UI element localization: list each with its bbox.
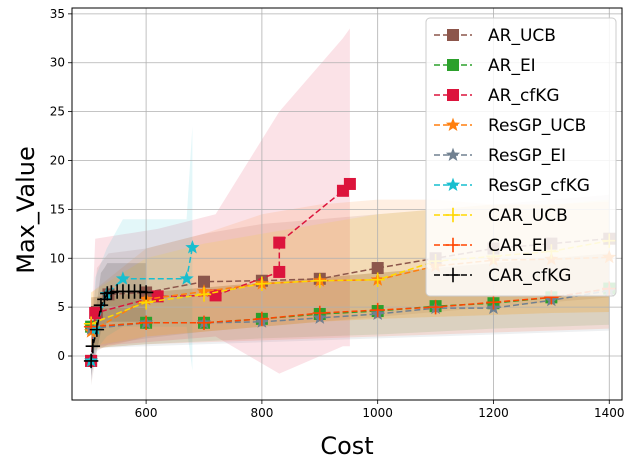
legend-item-ar-ei: AR_EI — [434, 56, 536, 76]
legend-label-car-ucb: CAR_UCB — [488, 206, 568, 226]
point-ar-cfkg-1 — [89, 306, 102, 319]
plot-frame — [71, 7, 623, 401]
legend-item-car-ei: CAR_EI — [434, 236, 548, 256]
legend-marker-resgp-ei — [445, 147, 461, 161]
point-ar-cfkg-4 — [273, 265, 286, 278]
line-ar-cfkg — [90, 183, 351, 361]
legend-marker-ar-ei — [447, 59, 459, 71]
legend-label-car-ei: CAR_EI — [488, 236, 548, 256]
legend-marker-ar-cfkg — [447, 89, 459, 101]
legend: AR_UCB AR_EI AR_cfKG ResGP_UCB ResGP_EI ResGP… — [425, 17, 617, 297]
y-tick-label-25: 25 — [50, 105, 65, 119]
point-ar-cfkg-2 — [151, 290, 164, 303]
point-ar-cfkg-7 — [343, 177, 356, 190]
point-car-cfkg-6 — [104, 285, 119, 300]
legend-marker-resgp-ucb — [445, 117, 461, 131]
legend-item-resgp-ei: ResGP_EI — [434, 146, 566, 166]
legend-label-resgp-ei: ResGP_EI — [488, 146, 566, 166]
y-tick-label-30: 30 — [50, 56, 65, 70]
y-axis-title: Max_Value — [12, 146, 40, 274]
legend-marker-car-cfkg — [445, 267, 461, 283]
x-tick-label-1000: 1000 — [362, 406, 393, 420]
point-car-cfkg-3 — [93, 297, 109, 313]
point-car-cfkg-0 — [83, 353, 99, 369]
point-car-ei-3 — [254, 311, 270, 327]
y-tick-label-35: 35 — [50, 7, 65, 21]
legend-marker-car-ei — [445, 237, 461, 253]
point-car-cfkg-1 — [85, 339, 101, 354]
point-ar-ucb-4 — [198, 275, 210, 288]
point-car-ei-2 — [196, 315, 212, 330]
x-tick-label-600: 600 — [135, 406, 158, 420]
legend-item-ar-cfkg: AR_cfKG — [434, 86, 560, 106]
y-tick-label-10: 10 — [50, 251, 65, 265]
point-car-cfkg-2 — [89, 322, 105, 337]
point-car-ei-7 — [486, 295, 501, 310]
point-ar-cfkg-5 — [273, 236, 286, 249]
point-car-ucb-5 — [370, 272, 385, 287]
point-car-ucb-4 — [312, 273, 327, 288]
x-axis-title: Cost — [320, 432, 373, 460]
x-tick-label-1400: 1400 — [594, 406, 625, 420]
legend-item-car-ucb: CAR_UCB — [434, 206, 568, 226]
y-tick-label-20: 20 — [50, 153, 65, 167]
point-car-ei-0 — [83, 319, 99, 334]
legend-label-car-cfkg: CAR_cfKG — [488, 266, 571, 286]
point-resgp-cfkg-5 — [185, 240, 200, 254]
legend-item-car-cfkg: CAR_cfKG — [434, 266, 571, 286]
line-car-ucb — [90, 239, 610, 325]
point-car-ucb-3 — [254, 276, 270, 291]
legend-label-ar-ucb: AR_UCB — [488, 26, 556, 46]
point-car-ei-6 — [428, 299, 443, 315]
point-resgp-cfkg-1 — [88, 321, 103, 335]
line-car-ei — [91, 287, 610, 328]
legend-item-resgp-cfkg: ResGP_cfKG — [434, 176, 590, 196]
series-car-cfkg — [83, 284, 154, 369]
x-tick-label-1200: 1200 — [478, 406, 509, 420]
point-ar-ucb-7 — [371, 262, 384, 275]
legend-box — [425, 17, 617, 297]
legend-label-ar-cfkg: AR_cfKG — [488, 86, 560, 106]
legend-label-resgp-cfkg: ResGP_cfKG — [488, 176, 590, 196]
legend-item-ar-ucb: AR_UCB — [434, 26, 556, 46]
point-car-cfkg-4 — [97, 292, 112, 307]
point-resgp-cfkg-4 — [179, 271, 194, 285]
point-car-ei-4 — [312, 305, 327, 321]
legend-marker-car-ucb — [445, 207, 461, 223]
legend-label-resgp-ucb: ResGP_UCB — [488, 116, 586, 136]
legend-marker-resgp-cfkg — [445, 177, 461, 191]
point-car-cfkg-12 — [138, 285, 154, 300]
axis-ticks: 600 800 1000 1200 1400 0 5 10 15 20 25 30 35 — [50, 7, 625, 420]
point-car-ei-5 — [370, 302, 385, 318]
y-tick-label-0: 0 — [57, 349, 65, 363]
legend-item-resgp-ucb: ResGP_UCB — [434, 116, 586, 136]
point-car-ei-1 — [138, 315, 154, 330]
line-resgp-cfkg — [90, 247, 194, 361]
legend-label-ar-ei: AR_EI — [488, 56, 536, 76]
point-car-cfkg-11 — [133, 284, 148, 299]
legend-marker-ar-ucb — [447, 29, 459, 41]
y-tick-label-5: 5 — [57, 300, 65, 314]
x-tick-label-800: 800 — [250, 406, 273, 420]
point-resgp-cfkg-3 — [115, 271, 130, 285]
y-tick-label-15: 15 — [50, 202, 65, 216]
point-car-ucb-2 — [196, 287, 212, 302]
